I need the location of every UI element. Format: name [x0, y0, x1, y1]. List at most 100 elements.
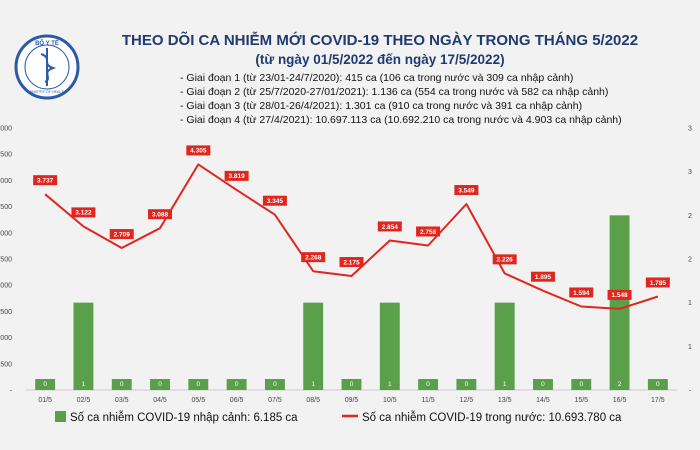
bar-value-label: 0 [541, 381, 545, 388]
line-value-label: 2.175 [343, 259, 360, 266]
bar-value-label: 0 [197, 381, 201, 388]
chart-title: THEO DÕI CA NHIỄM MỚI COVID-19 THEO NGÀY… [122, 31, 638, 49]
legend-line-label: Số ca nhiễm COVID-19 trong nước: 10.693.… [362, 411, 622, 424]
x-tick-label: 09/5 [345, 397, 359, 404]
x-tick-label: 08/5 [306, 397, 320, 404]
line-value-label: 2.854 [382, 224, 399, 231]
line-label-bg [569, 287, 594, 298]
x-tick-label: 17/5 [651, 397, 665, 404]
left-tick-label: - [10, 388, 13, 395]
line-label-bg [71, 207, 96, 218]
line-value-label: 1.785 [650, 280, 667, 287]
note-2: - Giai đoạn 2 (từ 25/7/2020-27/01/2021):… [180, 86, 608, 98]
line-label-bg [416, 226, 441, 237]
line-label-bg [186, 145, 211, 156]
line-label-bg [530, 271, 555, 282]
bar [609, 215, 630, 390]
bar-value-label: 0 [43, 381, 47, 388]
x-tick-label: 12/5 [460, 397, 474, 404]
x-tick-label: 03/5 [115, 397, 129, 404]
line-value-label: 3.737 [37, 177, 54, 184]
bar [571, 379, 592, 390]
left-tick-label: 4.000 [0, 178, 12, 185]
x-tick-label: 05/5 [192, 397, 206, 404]
note-4: - Giai đoạn 4 (từ 27/4/2021): 10.697.113… [180, 114, 622, 126]
bar-value-label: 0 [350, 381, 354, 388]
left-tick-label: 500 [0, 361, 12, 368]
bar-value-label: 0 [426, 381, 430, 388]
bar [418, 379, 439, 390]
bar-value-label: 0 [235, 381, 239, 388]
logo-text: BỘ Y TẾ [35, 39, 59, 47]
bar [456, 379, 477, 390]
note-3: - Giai đoạn 3 (từ 28/01-26/4/2021): 1.30… [180, 100, 582, 112]
bar-value-label: 1 [388, 381, 392, 388]
right-tick-label: 3 [688, 126, 692, 133]
line-label-bg [492, 254, 517, 265]
chart-subtitle: (từ ngày 01/5/2022 đến ngày 17/5/2022) [255, 52, 504, 67]
left-tick-label: 1.000 [0, 335, 12, 342]
ministry-logo: BỘ Y TẾ MINISTRY OF HEALTH [14, 34, 80, 100]
bar-value-label: 0 [656, 381, 660, 388]
bar-series: 0 1 0 0 0 0 0 1 0 1 0 0 1 0 0 2 0 [35, 215, 668, 390]
line-label-bg [262, 195, 287, 206]
line-value-label: 4.305 [190, 148, 207, 155]
line-value-label: 3.122 [75, 210, 92, 217]
x-tick-label: 10/5 [383, 397, 397, 404]
right-tick-label: 3 [688, 169, 692, 176]
bar-value-label: 0 [120, 381, 124, 388]
left-tick-label: 1.500 [0, 309, 12, 316]
x-tick-label: 13/5 [498, 397, 512, 404]
right-tick-label: 2 [688, 257, 692, 264]
bar [150, 379, 170, 390]
x-axis: 01/5 02/5 03/5 04/5 05/5 06/5 07/5 08/5 09/5 10/5… [38, 397, 664, 404]
x-tick-label: 01/5 [38, 397, 52, 404]
line-value-label: 3.549 [458, 187, 475, 194]
line-value-label: 3.345 [267, 198, 284, 205]
bar [35, 379, 56, 390]
right-tick-label: - [689, 388, 692, 395]
line-value-label: 3.088 [152, 211, 169, 218]
bar-value-label: 1 [82, 381, 86, 388]
bar [379, 302, 400, 390]
line-label-bg [301, 252, 326, 263]
line-label-bg [224, 170, 249, 181]
bar-value-label: 0 [579, 381, 583, 388]
bar [303, 302, 324, 390]
left-axis: - 500 1.000 1.500 2.000 2.500 3.000 3.500 4.000 4… [0, 126, 13, 395]
line-value-label: 1.594 [573, 290, 590, 297]
bar [264, 379, 285, 390]
bar [188, 379, 209, 390]
left-tick-label: 5.000 [0, 126, 12, 133]
x-tick-label: 02/5 [77, 397, 91, 404]
bar [341, 379, 362, 390]
bar-value-label: 1 [311, 381, 315, 388]
legend-bar-label: Số ca nhiễm COVID-19 nhập cảnh: 6.185 ca [70, 411, 298, 424]
x-tick-label: 04/5 [153, 397, 167, 404]
bar [226, 379, 247, 390]
left-tick-label: 3.000 [0, 230, 12, 237]
bar [73, 302, 94, 390]
left-tick-label: 3.500 [0, 204, 12, 211]
line-label-bg [33, 175, 58, 186]
right-tick-label: 1 [688, 300, 692, 307]
logo-subtext: MINISTRY OF HEALTH [28, 90, 66, 94]
x-tick-label: 06/5 [230, 397, 244, 404]
line-value-label: 1.548 [611, 292, 628, 299]
bar-value-label: 0 [273, 381, 277, 388]
left-tick-label: 2.500 [0, 257, 12, 264]
bar-value-label: 0 [465, 381, 469, 388]
right-tick-label: 2 [688, 213, 692, 220]
line-label-bg [607, 289, 632, 300]
line-label-bg [645, 277, 670, 288]
x-tick-label: 14/5 [536, 397, 550, 404]
line-value-label: 1.895 [535, 274, 552, 281]
line-value-label: 2.268 [305, 254, 322, 261]
line-path [44, 163, 659, 310]
note-1: - Giai đoạn 1 (từ 23/01-24/7/2020): 415 … [180, 72, 573, 84]
bar-value-label: 2 [618, 381, 622, 388]
bar-value-label: 0 [158, 381, 162, 388]
left-tick-label: 4.500 [0, 152, 12, 159]
bar [111, 379, 132, 390]
